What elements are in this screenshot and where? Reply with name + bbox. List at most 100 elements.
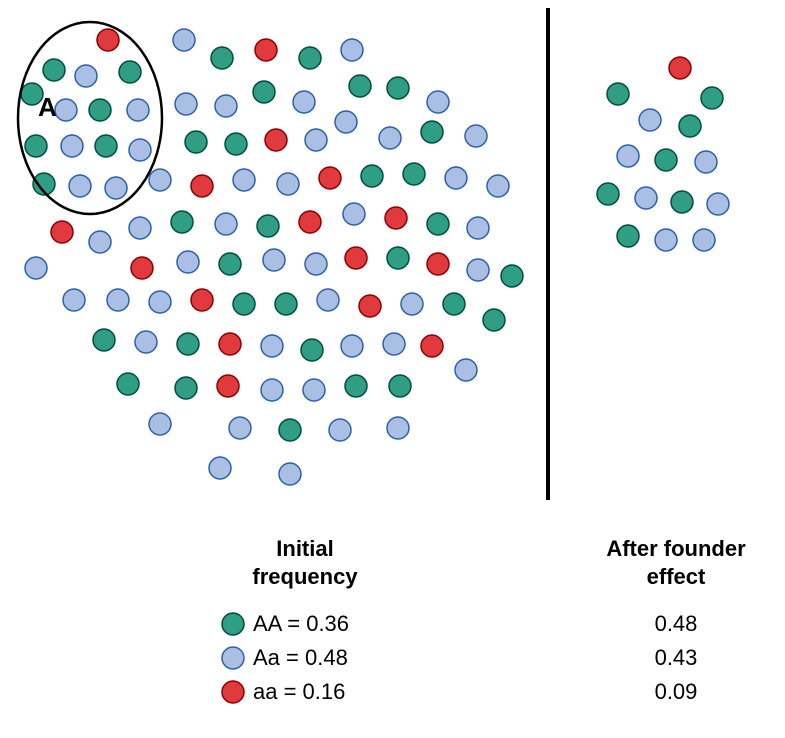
founder-population-dot-AA [655,149,677,171]
initial-population-dot-aa [255,39,277,61]
initial-population-dot-AA [177,333,199,355]
initial-population-dot-Aa [487,175,509,197]
initial-population-dot-Aa [445,167,467,189]
initial-population-dot-Aa [261,335,283,357]
initial-population-dot-AA [225,133,247,155]
initial-population-dot-Aa [305,253,327,275]
initial-population-dot-AA [119,61,141,83]
founder-population-dot-Aa [693,229,715,251]
initial-population-dot-AA [279,419,301,441]
initial-population-dot-AA [275,293,297,315]
initial-population-dot-Aa [63,289,85,311]
founder-population-dot-AA [671,191,693,213]
legend-label-aa: aa = 0.16 [253,679,345,704]
initial-frequency-heading-line2: frequency [252,564,358,589]
founder-population-dot-Aa [655,229,677,251]
initial-population-dot-Aa [127,99,149,121]
initial-population-dot-AA [389,375,411,397]
initial-population-dot-AA [43,59,65,81]
after-founder-heading-line1: After founder [606,536,746,561]
initial-population-dot-Aa [465,125,487,147]
initial-population-dot-AA [361,165,383,187]
initial-population-dot-Aa [343,203,365,225]
initial-population-dot-Aa [69,175,91,197]
initial-population-dot-AA [501,265,523,287]
founder-effect-diagram: AInitialfrequencyAfter foundereffectAA =… [0,0,785,738]
initial-population-dot-Aa [341,39,363,61]
initial-population-dot-AA [93,329,115,351]
initial-population-dot-Aa [427,91,449,113]
initial-population-dot-AA [301,339,323,361]
initial-population-dot-Aa [305,129,327,151]
initial-population-dot-AA [95,135,117,157]
initial-population-dot-Aa [277,173,299,195]
initial-population-dot-AA [483,309,505,331]
initial-population-dot-AA [403,163,425,185]
legend-dot-Aa [222,647,244,669]
initial-population-dot-AA [185,131,207,153]
initial-population-dot-aa [219,333,241,355]
initial-population-dot-Aa [149,291,171,313]
initial-population-dot-Aa [61,135,83,157]
initial-population-dot-AA [387,77,409,99]
initial-population-dot-aa [131,257,153,279]
initial-population-dot-aa [427,253,449,275]
initial-population-dot-Aa [215,213,237,235]
initial-population-dot-Aa [129,217,151,239]
initial-population-dot-Aa [387,417,409,439]
initial-population-dot-Aa [107,289,129,311]
legend-after-value-AA: 0.48 [655,611,698,636]
initial-population-dot-AA [387,247,409,269]
initial-population-dot-Aa [209,457,231,479]
initial-population-dot-AA [117,373,139,395]
initial-population-dot-Aa [215,95,237,117]
founder-population-dot-AA [701,87,723,109]
initial-population-dot-Aa [175,93,197,115]
initial-population-dot-Aa [317,289,339,311]
legend-after-value-Aa: 0.43 [655,645,698,670]
initial-population-dot-aa [265,129,287,151]
initial-population-dot-Aa [329,419,351,441]
initial-population-dot-Aa [105,177,127,199]
initial-population-dot-Aa [263,249,285,271]
legend-label-Aa: Aa = 0.48 [253,645,348,670]
initial-population-dot-Aa [89,231,111,253]
initial-population-dot-Aa [293,91,315,113]
legend-dot-aa [222,681,244,703]
initial-population-dot-AA [219,253,241,275]
initial-population-dot-aa [359,295,381,317]
initial-frequency-heading-line1: Initial [276,536,333,561]
initial-population-dot-Aa [75,65,97,87]
initial-population-dot-aa [217,375,239,397]
initial-population-dot-Aa [129,139,151,161]
initial-population-dot-Aa [149,169,171,191]
initial-population-dot-Aa [303,379,325,401]
initial-population-dot-Aa [467,217,489,239]
founder-population-dot-AA [597,183,619,205]
initial-population-dot-AA [443,293,465,315]
initial-population-dot-AA [299,47,321,69]
initial-population-dot-Aa [455,359,477,381]
initial-population-dot-Aa [173,29,195,51]
initial-population-dot-Aa [25,257,47,279]
initial-population-dot-AA [253,81,275,103]
initial-population-dot-AA [427,213,449,235]
initial-population-dot-Aa [335,111,357,133]
founder-population-dot-AA [679,115,701,137]
initial-population-dot-AA [421,121,443,143]
initial-population-dot-Aa [279,463,301,485]
initial-population-dot-Aa [341,335,363,357]
founder-population-dot-AA [607,83,629,105]
initial-population-dot-Aa [379,127,401,149]
initial-population-dot-AA [25,135,47,157]
initial-population-dot-Aa [177,251,199,273]
initial-population-dot-Aa [467,259,489,281]
after-founder-heading-line2: effect [647,564,706,589]
initial-population-dot-aa [191,289,213,311]
founder-population-dot-Aa [707,193,729,215]
legend-label-AA: AA = 0.36 [253,611,349,636]
initial-population-dot-aa [97,29,119,51]
initial-population-dot-Aa [135,331,157,353]
initial-population-dot-AA [257,215,279,237]
founder-population-dot-aa [669,57,691,79]
